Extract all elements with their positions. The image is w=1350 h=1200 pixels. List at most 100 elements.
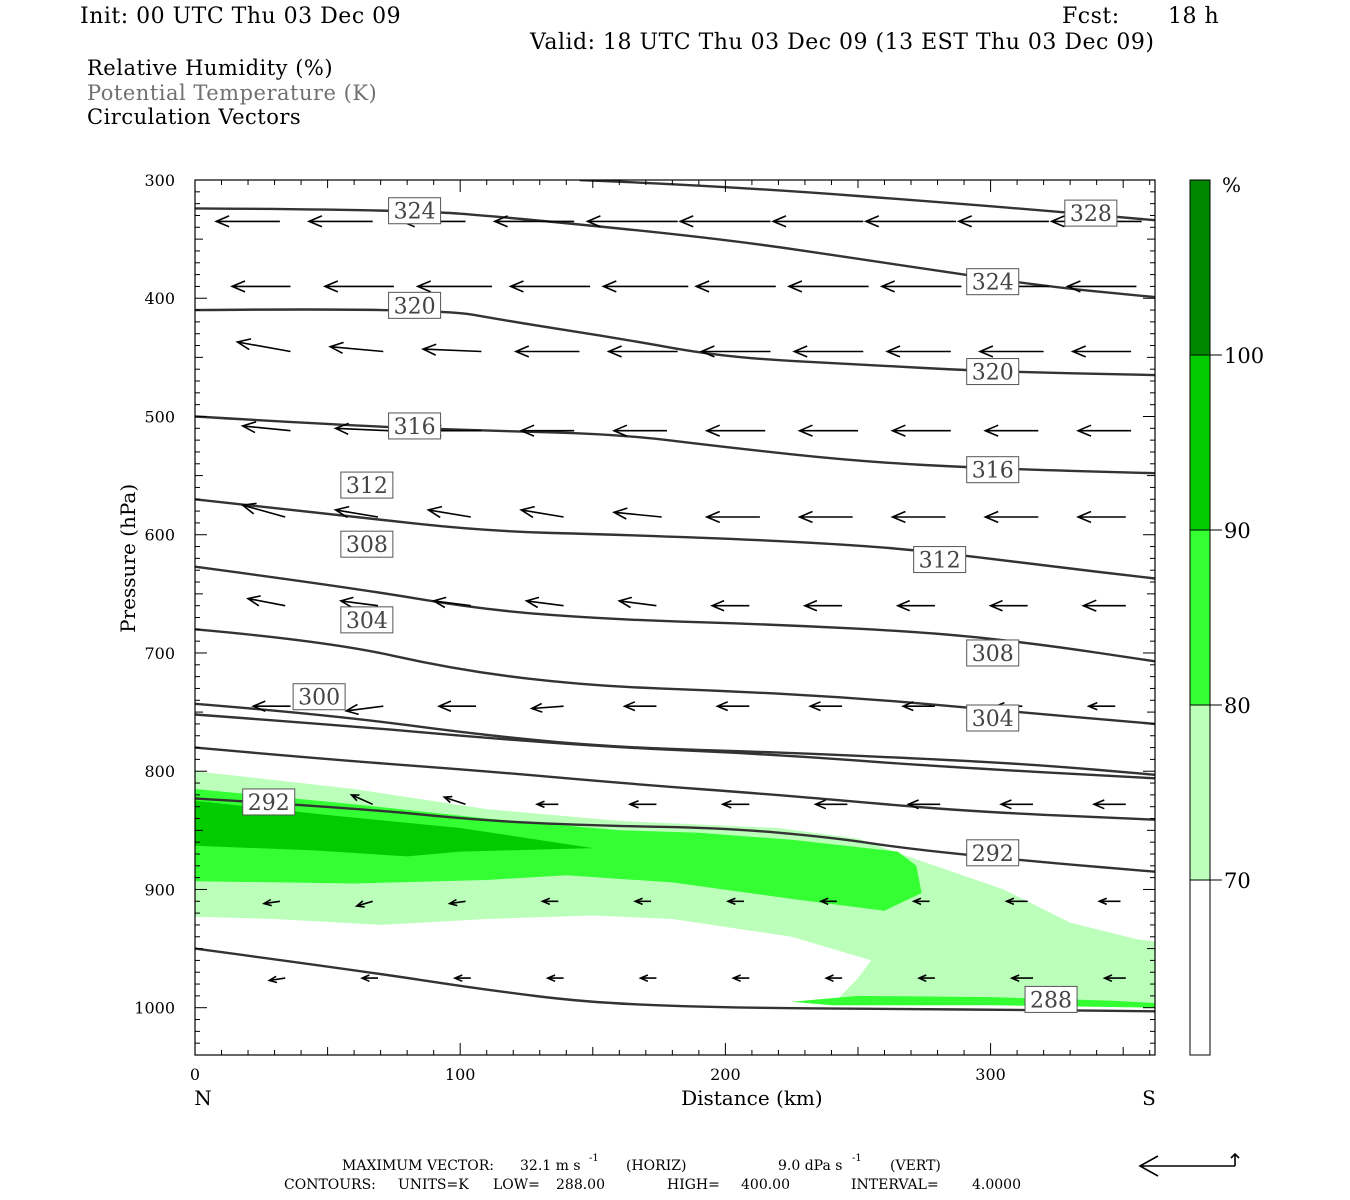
contour-label-304: 304 — [346, 609, 388, 634]
vector-arrow-r2-c6 — [792, 345, 864, 358]
vector-arrow-r7-c4 — [627, 799, 657, 809]
vector-arrow-r4-c5 — [704, 510, 760, 524]
contours-low-label: LOW= — [493, 1177, 540, 1193]
vector-arrow-r1-c5 — [694, 280, 776, 293]
vector-arrow-r6-c3 — [529, 702, 564, 713]
vector-arrow-r6-c1 — [344, 703, 384, 716]
vector-arrow-r0-c3 — [492, 215, 575, 228]
contour-label-308: 308 — [346, 533, 388, 558]
vector-arrow-r8-c4 — [633, 897, 652, 906]
contours-high-value: 400.00 — [741, 1177, 790, 1193]
horizontal-unit-exponent: -1 — [589, 1153, 599, 1164]
vector-arrow-r1-c0 — [230, 280, 291, 293]
vector-arrow-r8-c8 — [1004, 897, 1028, 906]
colorbar-label-100: 100 — [1224, 344, 1264, 368]
theta-contour-328 — [579, 180, 1155, 222]
vector-arrow-r0-c8 — [956, 215, 1049, 228]
vector-arrow-r7-c3 — [535, 800, 559, 809]
vector-arrow-r7-c5 — [720, 799, 750, 809]
vector-arrow-r6-c0 — [251, 700, 291, 712]
y-tick-label-500: 500 — [144, 407, 175, 426]
vertical-unit-exponent: -1 — [852, 1153, 862, 1164]
theta-contour-288 — [195, 947, 1155, 1013]
contour-label-extra-304-5: 304 — [972, 707, 1014, 732]
vector-arrow-r6-c6 — [808, 701, 843, 712]
contour-label-312-box — [340, 471, 394, 499]
vector-arrow-r8-c2 — [447, 898, 466, 907]
vector-arrow-r9-c4 — [638, 974, 657, 983]
x-axis-label: Distance (km) — [681, 1086, 823, 1110]
max-vector-vertical-value: 9.0 dPa s — [778, 1158, 843, 1174]
contour-label-288-box — [1024, 985, 1078, 1013]
vector-arrow-r9-c1 — [360, 974, 378, 983]
vector-arrow-r4-c0 — [240, 502, 286, 518]
vector-arrow-r5-c9 — [1081, 599, 1126, 612]
vector-arrow-r2-c7 — [885, 345, 951, 358]
vector-arrow-r7-c7 — [906, 799, 941, 810]
vector-arrow-r5-c5 — [710, 599, 750, 612]
x-tick-label-0: 0 — [190, 1065, 200, 1084]
contour-label-324: 324 — [394, 200, 436, 225]
x-tick-label-100: 100 — [445, 1065, 476, 1084]
vector-arrow-r0-c4 — [585, 215, 678, 228]
reference-vector — [1138, 1152, 1240, 1177]
colorbar-label-90: 90 — [1224, 519, 1251, 543]
contour-label-300: 300 — [298, 686, 340, 711]
contours-units: UNITS=K — [398, 1177, 469, 1193]
vector-arrow-r1-c6 — [786, 280, 869, 293]
vector-arrow-r5-c1 — [338, 596, 379, 609]
vector-arrow-r6-c4 — [622, 701, 657, 712]
vector-arrow-r3-c5 — [704, 424, 766, 437]
contour-label-328-box — [1064, 199, 1118, 227]
contour-label-316: 316 — [394, 415, 436, 440]
y-tick-label-300: 300 — [144, 171, 175, 190]
x-tick-label-200: 200 — [710, 1065, 741, 1084]
contour-label-extra-308-4-box — [966, 639, 1020, 667]
vector-arrow-r0-c7 — [863, 215, 957, 228]
vector-arrow-r2-c5 — [699, 345, 771, 358]
vector-arrow-r9-c0 — [267, 975, 286, 984]
y-tick-label-900: 900 — [144, 880, 175, 899]
vector-arrow-r9-c6 — [824, 974, 843, 983]
vector-arrow-r9-c7 — [916, 974, 935, 983]
colorbar-bin-3 — [1190, 355, 1210, 530]
vector-arrow-r2-c2 — [421, 343, 482, 356]
colorbar-bin-1 — [1190, 705, 1210, 880]
contour-label-324-box — [388, 197, 442, 225]
vector-arrow-r3-c8 — [983, 424, 1039, 437]
colorbar-frame — [1189, 179, 1211, 1056]
plot-axes: 300 400 500 600 700 800 900 1000 0 100 200 300 Dista… — [116, 171, 1156, 1110]
vector-arrow-r0-c6 — [771, 215, 864, 228]
contours-high-label: HIGH= — [667, 1177, 720, 1193]
vector-arrow-r2-c0 — [235, 338, 291, 353]
colorbar-unit: % — [1222, 173, 1241, 197]
contour-label-320-box — [388, 291, 442, 319]
contour-label-extra-312-3-box — [913, 546, 967, 574]
init-time: Init: 00 UTC Thu 03 Dec 09 — [80, 4, 402, 29]
vector-arrow-r2-c3 — [513, 345, 580, 358]
vector-arrow-r4-c1 — [333, 505, 379, 519]
contour-label-extra-324-0-box — [966, 268, 1020, 296]
vector-arrow-r1-c9 — [1065, 280, 1137, 293]
vector-arrow-r5-c2 — [431, 596, 471, 609]
vector-arrow-r9-c5 — [731, 974, 750, 983]
contour-label-316-box — [388, 412, 442, 440]
vector-arrow-r7-c6 — [813, 799, 848, 810]
x-tick-label-300: 300 — [975, 1065, 1006, 1084]
contour-label-extra-316-2: 316 — [972, 459, 1014, 484]
vector-arrow-r7-c9 — [1091, 799, 1126, 810]
theta-contour-320 — [195, 308, 1155, 377]
vector-arrow-r5-c4 — [617, 596, 657, 609]
theta-contour-300 — [195, 702, 1155, 776]
vector-arrow-r4-c3 — [519, 505, 564, 519]
vector-arrow-r4-c4 — [611, 507, 662, 520]
rh-region-80-1 — [195, 789, 922, 911]
theta-contour-304 — [195, 628, 1155, 726]
colorbar-label-80: 80 — [1224, 694, 1251, 718]
y-axis-label: Pressure (hPa) — [116, 484, 140, 633]
vector-arrow-r5-c8 — [988, 599, 1028, 612]
vector-arrow-r5-c6 — [802, 599, 843, 612]
contours-interval-value: 4.0000 — [972, 1177, 1021, 1193]
colorbar-bin-0 — [1190, 880, 1210, 1055]
vector-arrow-r7-c2 — [442, 795, 466, 806]
